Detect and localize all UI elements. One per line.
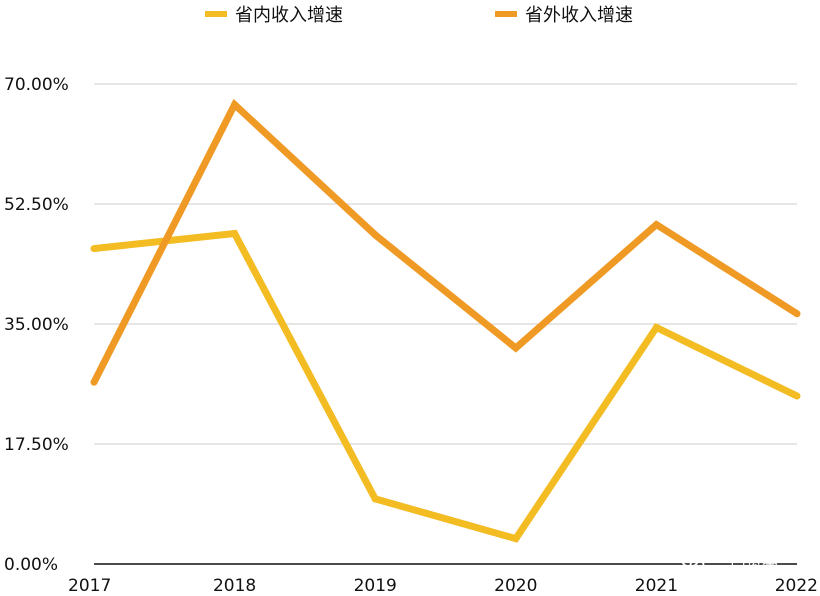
x-tick-label: 2018: [213, 576, 256, 596]
watermark-text: 三西资本: [714, 551, 778, 570]
y-tick-label: 52.50%: [4, 195, 69, 215]
data-point: [793, 392, 801, 400]
series-line: [93, 229, 799, 543]
y-tick-label: 0.00%: [4, 555, 58, 575]
series-line: [90, 98, 799, 384]
y-axis-ticks: 0.00% 17.50% 35.00% 52.50% 70.00%: [4, 75, 69, 575]
x-axis-ticks: 2017 2018 2019 2020 2021 2022: [68, 576, 818, 596]
data-point: [90, 378, 98, 386]
watermark: 三西资本: [681, 551, 778, 572]
data-point: [371, 495, 379, 503]
data-point: [652, 323, 660, 331]
y-tick-label: 35.00%: [4, 315, 69, 335]
x-tick-label: 2017: [68, 576, 111, 596]
data-point: [231, 229, 239, 237]
legend-label: 省内收入增速: [235, 5, 343, 26]
legend: 省内收入增速 省外收入增速: [205, 5, 633, 26]
x-tick-label: 2020: [494, 576, 537, 596]
y-tick-label: 17.50%: [4, 435, 69, 455]
y-tick-label: 70.00%: [4, 75, 69, 95]
data-point: [231, 101, 239, 109]
data-point: [512, 535, 520, 543]
x-tick-label: 2022: [775, 576, 818, 596]
grid-lines: [94, 83, 797, 565]
data-point: [793, 310, 801, 318]
data-point: [371, 231, 379, 239]
x-tick-label: 2019: [354, 576, 397, 596]
series-lines: [90, 98, 801, 543]
data-point: [512, 344, 520, 352]
legend-label: 省外收入增速: [525, 5, 633, 26]
x-tick-label: 2021: [635, 576, 678, 596]
data-point: [90, 245, 98, 253]
data-point: [652, 221, 660, 229]
wechat-icon: [681, 552, 705, 572]
